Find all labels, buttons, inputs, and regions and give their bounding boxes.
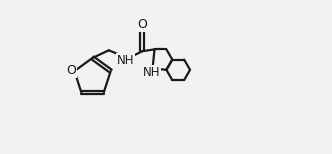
Text: O: O xyxy=(137,18,147,31)
Text: NH: NH xyxy=(143,66,160,79)
Text: NH: NH xyxy=(117,54,134,67)
Text: O: O xyxy=(66,64,76,77)
